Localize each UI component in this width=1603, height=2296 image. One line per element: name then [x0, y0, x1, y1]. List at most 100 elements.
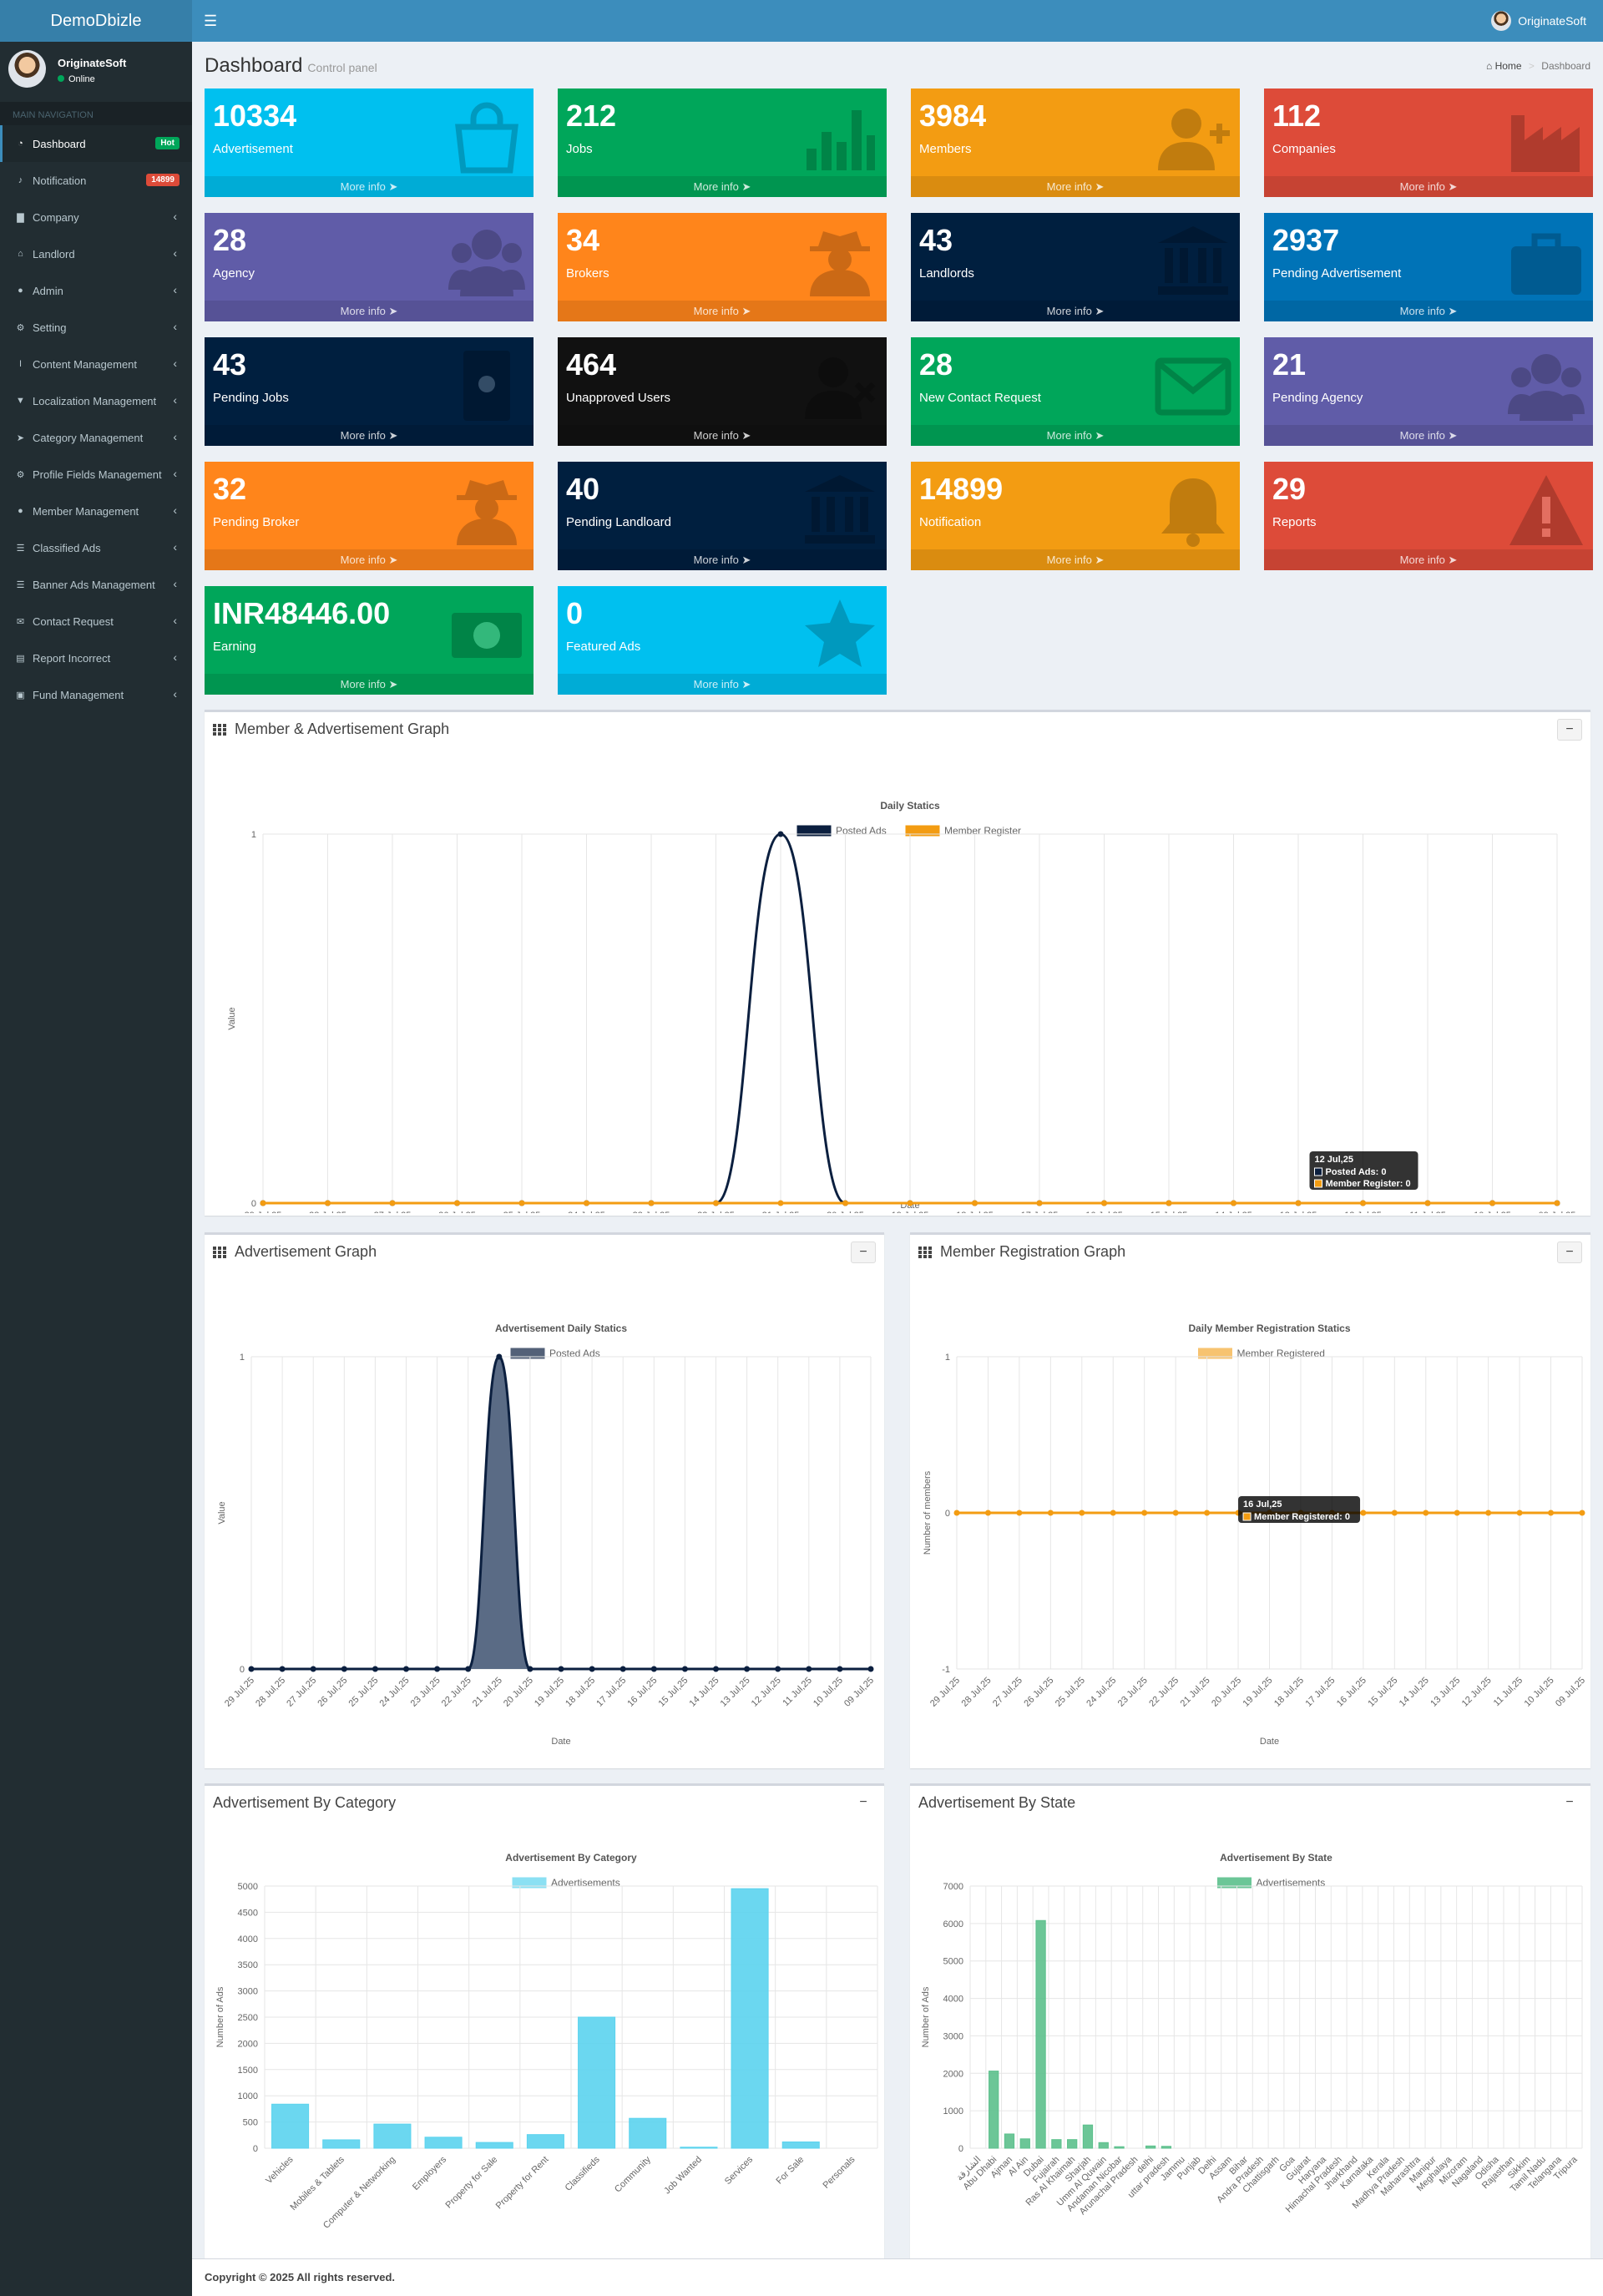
- sidebar-item-dashboard[interactable]: ◔ Dashboard Hot: [0, 125, 192, 162]
- stat-box-pending-advertisement: 2937 Pending Advertisement More info ➤: [1264, 213, 1593, 321]
- more-info-link[interactable]: More info ➤: [911, 425, 1240, 446]
- collapse-button[interactable]: −: [859, 1795, 867, 1809]
- gear-icon: ⚙: [16, 322, 25, 333]
- sidebar-item-category-management[interactable]: ➤ Category Management ‹: [0, 419, 192, 456]
- sidebar-item-content-management[interactable]: I Content Management ‹: [0, 346, 192, 382]
- industry-icon: [1511, 115, 1580, 172]
- more-info-link[interactable]: More info ➤: [1264, 176, 1593, 197]
- legend-label: Member Registered: [1237, 1348, 1325, 1359]
- y-axis-label: Number of Ads: [921, 1986, 931, 2047]
- online-status: Online: [58, 74, 126, 84]
- data-point: [279, 1666, 286, 1672]
- y-tick-label: 0: [240, 1665, 245, 1675]
- app-logo[interactable]: DemoDbizle: [0, 0, 192, 42]
- breadcrumb-home[interactable]: Home: [1494, 60, 1522, 72]
- stat-label: Companies: [1272, 142, 1336, 156]
- more-info-link[interactable]: More info ➤: [911, 301, 1240, 321]
- sidebar-item-classified-ads[interactable]: ☰ Classified Ads ‹: [0, 529, 192, 566]
- x-tick-label: Property for Rent: [494, 2155, 551, 2212]
- data-point: [325, 1200, 331, 1206]
- sidebar-item-admin[interactable]: ● Admin ‹: [0, 272, 192, 309]
- sidebar-item-member-management[interactable]: ● Member Management ‹: [0, 493, 192, 529]
- more-info-link[interactable]: More info ➤: [205, 674, 533, 695]
- stat-label: New Contact Request: [919, 391, 1041, 405]
- data-point: [1548, 1510, 1555, 1516]
- chevron-left-icon: ‹: [173, 467, 177, 480]
- bar-chart-icon: [807, 110, 875, 170]
- more-info-link[interactable]: More info ➤: [911, 176, 1240, 197]
- x-tick-label: Property for Sale: [444, 2155, 500, 2211]
- panel-title: Member Registration Graph: [940, 1243, 1126, 1260]
- more-info-link[interactable]: More info ➤: [205, 301, 533, 321]
- more-info-link[interactable]: More info ➤: [558, 549, 887, 570]
- stat-box-pending-jobs: 43 Pending Jobs More info ➤: [205, 337, 533, 446]
- more-info-link[interactable]: More info ➤: [558, 301, 887, 321]
- badge: Hot: [155, 137, 180, 149]
- stat-value: 40: [566, 472, 600, 506]
- more-info-link[interactable]: More info ➤: [1264, 549, 1593, 570]
- sidebar-item-fund-management[interactable]: ▣ Fund Management ‹: [0, 676, 192, 713]
- home-icon: ⌂: [1485, 60, 1493, 72]
- tooltip-swatch: [1314, 1167, 1322, 1176]
- copyright-text: Copyright © 2025 All rights reserved.: [205, 2271, 396, 2283]
- data-point: [972, 1200, 978, 1206]
- data-point: [1204, 1510, 1211, 1516]
- collapse-button[interactable]: −: [1565, 1795, 1574, 1809]
- sidebar-item-profile-fields-management[interactable]: ⚙ Profile Fields Management ‹: [0, 456, 192, 493]
- more-info-link[interactable]: More info ➤: [205, 549, 533, 570]
- y-tick-label: 0: [253, 2144, 258, 2154]
- legend-label: Advertisements: [551, 1877, 620, 1889]
- legend-swatch: [512, 1877, 547, 1889]
- stat-value: 32: [213, 472, 247, 506]
- sidebar-item-landlord[interactable]: ⌂ Landlord ‹: [0, 235, 192, 272]
- th-icon: [918, 1246, 932, 1258]
- bar: [1067, 2139, 1078, 2149]
- y-tick-label: 1: [251, 830, 256, 840]
- collapse-button[interactable]: −: [1557, 719, 1582, 741]
- user-menu[interactable]: OriginateSoft: [1491, 10, 1586, 32]
- hamburger-icon[interactable]: ☰: [204, 13, 218, 29]
- sidebar-item-notification[interactable]: ♪ Notification 14899: [0, 162, 192, 199]
- bar: [373, 2123, 412, 2149]
- collapse-button[interactable]: −: [851, 1242, 876, 1263]
- x-tick-label: 29 Jul,25: [223, 1676, 256, 1709]
- data-point: [527, 1666, 533, 1672]
- data-point: [518, 1200, 525, 1206]
- x-tick-label: Personals: [821, 2154, 857, 2190]
- more-info-link[interactable]: More info ➤: [205, 425, 533, 446]
- x-tick-label: 20 Jul,25: [502, 1676, 535, 1709]
- more-info-link[interactable]: More info ➤: [558, 176, 887, 197]
- sidebar-item-label: Dashboard: [33, 137, 86, 150]
- more-info-link[interactable]: More info ➤: [558, 425, 887, 446]
- chart-title: Advertisement Daily Statics: [495, 1322, 627, 1334]
- data-point: [589, 1666, 595, 1672]
- sidebar-item-label: Admin: [33, 284, 63, 297]
- more-info-link[interactable]: More info ➤: [205, 176, 533, 197]
- app-name: DemoDbizle: [50, 12, 142, 30]
- badge: 14899: [146, 174, 180, 186]
- more-info-link[interactable]: More info ➤: [1264, 425, 1593, 446]
- sidebar-item-report-incorrect[interactable]: ▤ Report Incorrect ‹: [0, 640, 192, 676]
- ad-chart: Advertisement Daily Statics Posted Ads 0 1 V…: [217, 1322, 876, 1747]
- data-point: [341, 1666, 347, 1672]
- data-point: [1360, 1510, 1367, 1516]
- y-tick-label: 0: [251, 1199, 256, 1209]
- sidebar-item-banner-ads-management[interactable]: ☰ Banner Ads Management ‹: [0, 566, 192, 603]
- x-tick-label: 12 Jul,25: [1460, 1676, 1494, 1709]
- tooltip-line: Member Registered: 0: [1254, 1512, 1350, 1522]
- more-info-link[interactable]: More info ➤: [558, 674, 887, 695]
- sidebar-item-company[interactable]: ▇ Company ‹: [0, 199, 192, 235]
- more-info-link[interactable]: More info ➤: [1264, 301, 1593, 321]
- x-tick-label: Mobiles & Tablets: [289, 2154, 347, 2213]
- x-tick-label: 21 Jul,25: [1179, 1676, 1212, 1709]
- sidebar-item-label: Category Management: [33, 431, 144, 444]
- sidebar-item-localization-management[interactable]: ▼ Localization Management ‹: [0, 382, 192, 419]
- sidebar-item-contact-request[interactable]: ✉ Contact Request ‹: [0, 603, 192, 640]
- sidebar-item-setting[interactable]: ⚙ Setting ‹: [0, 309, 192, 346]
- chevron-left-icon: ‹: [173, 283, 177, 296]
- data-point: [713, 1666, 719, 1672]
- more-info-link[interactable]: More info ➤: [911, 549, 1240, 570]
- chevron-left-icon: ‹: [173, 650, 177, 664]
- panel-title: Advertisement Graph: [235, 1243, 377, 1260]
- collapse-button[interactable]: −: [1557, 1242, 1582, 1263]
